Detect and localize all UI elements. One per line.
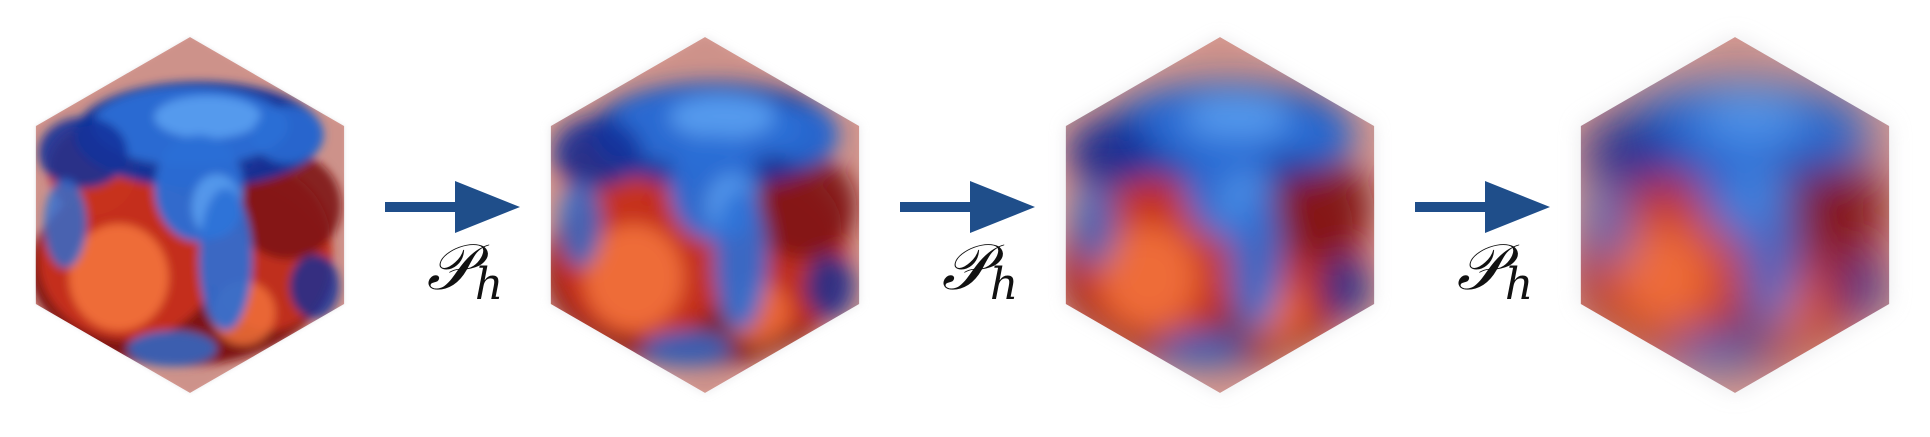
volume-blob	[1699, 95, 1807, 139]
volume-cube	[35, 37, 345, 393]
operator-label-3: 𝒫h	[1415, 236, 1575, 307]
operator-subscript: h	[474, 259, 504, 310]
volume-cube	[1580, 37, 1890, 393]
volume-blob	[1743, 188, 1798, 331]
volume-blob	[642, 330, 732, 367]
volume-blob	[1672, 330, 1762, 367]
volume-blob	[713, 188, 768, 331]
arrow	[900, 181, 1035, 233]
arrow	[1415, 181, 1550, 233]
operator-subscript: h	[989, 259, 1019, 310]
operator-subscript: h	[1504, 259, 1534, 310]
volume-blob	[127, 330, 217, 367]
volume-cube	[1065, 37, 1375, 393]
volume-blob	[767, 106, 839, 164]
volume-blob	[38, 117, 128, 189]
operator-symbol: 𝒫	[1456, 231, 1503, 305]
volume-blob	[1228, 188, 1283, 331]
volume-blob	[1319, 254, 1370, 319]
volume-blob	[1282, 106, 1354, 164]
volume-blob	[1589, 179, 1632, 269]
cube-group	[35, 37, 1890, 393]
operator-label-1: 𝒫h	[385, 236, 545, 307]
operator-symbol: 𝒫	[941, 231, 988, 305]
volume-blob	[584, 223, 684, 331]
volume-blob	[154, 95, 262, 139]
volume-blob	[553, 117, 643, 189]
volume-blob	[669, 95, 777, 139]
volume-blob	[1583, 117, 1673, 189]
volume-blob	[1614, 223, 1714, 331]
operator-label-2: 𝒫h	[900, 236, 1060, 307]
volume-blob	[1834, 254, 1885, 319]
volume-blob	[252, 106, 324, 164]
volume-cube	[550, 37, 860, 393]
volume-blob	[1074, 179, 1117, 269]
arrow-group	[385, 181, 1550, 233]
operator-symbol: 𝒫	[426, 231, 473, 305]
volume-blob	[198, 188, 253, 331]
volume-blob	[1068, 117, 1158, 189]
arrow	[385, 181, 520, 233]
volume-blob	[289, 254, 340, 319]
volume-blob	[1184, 95, 1292, 139]
volume-blob	[69, 223, 169, 331]
volume-blob	[1099, 223, 1199, 331]
volume-blob	[559, 179, 602, 269]
volume-blob	[1157, 330, 1247, 367]
volume-blob	[1797, 106, 1869, 164]
volume-blob	[804, 254, 855, 319]
volume-blob	[44, 179, 87, 269]
